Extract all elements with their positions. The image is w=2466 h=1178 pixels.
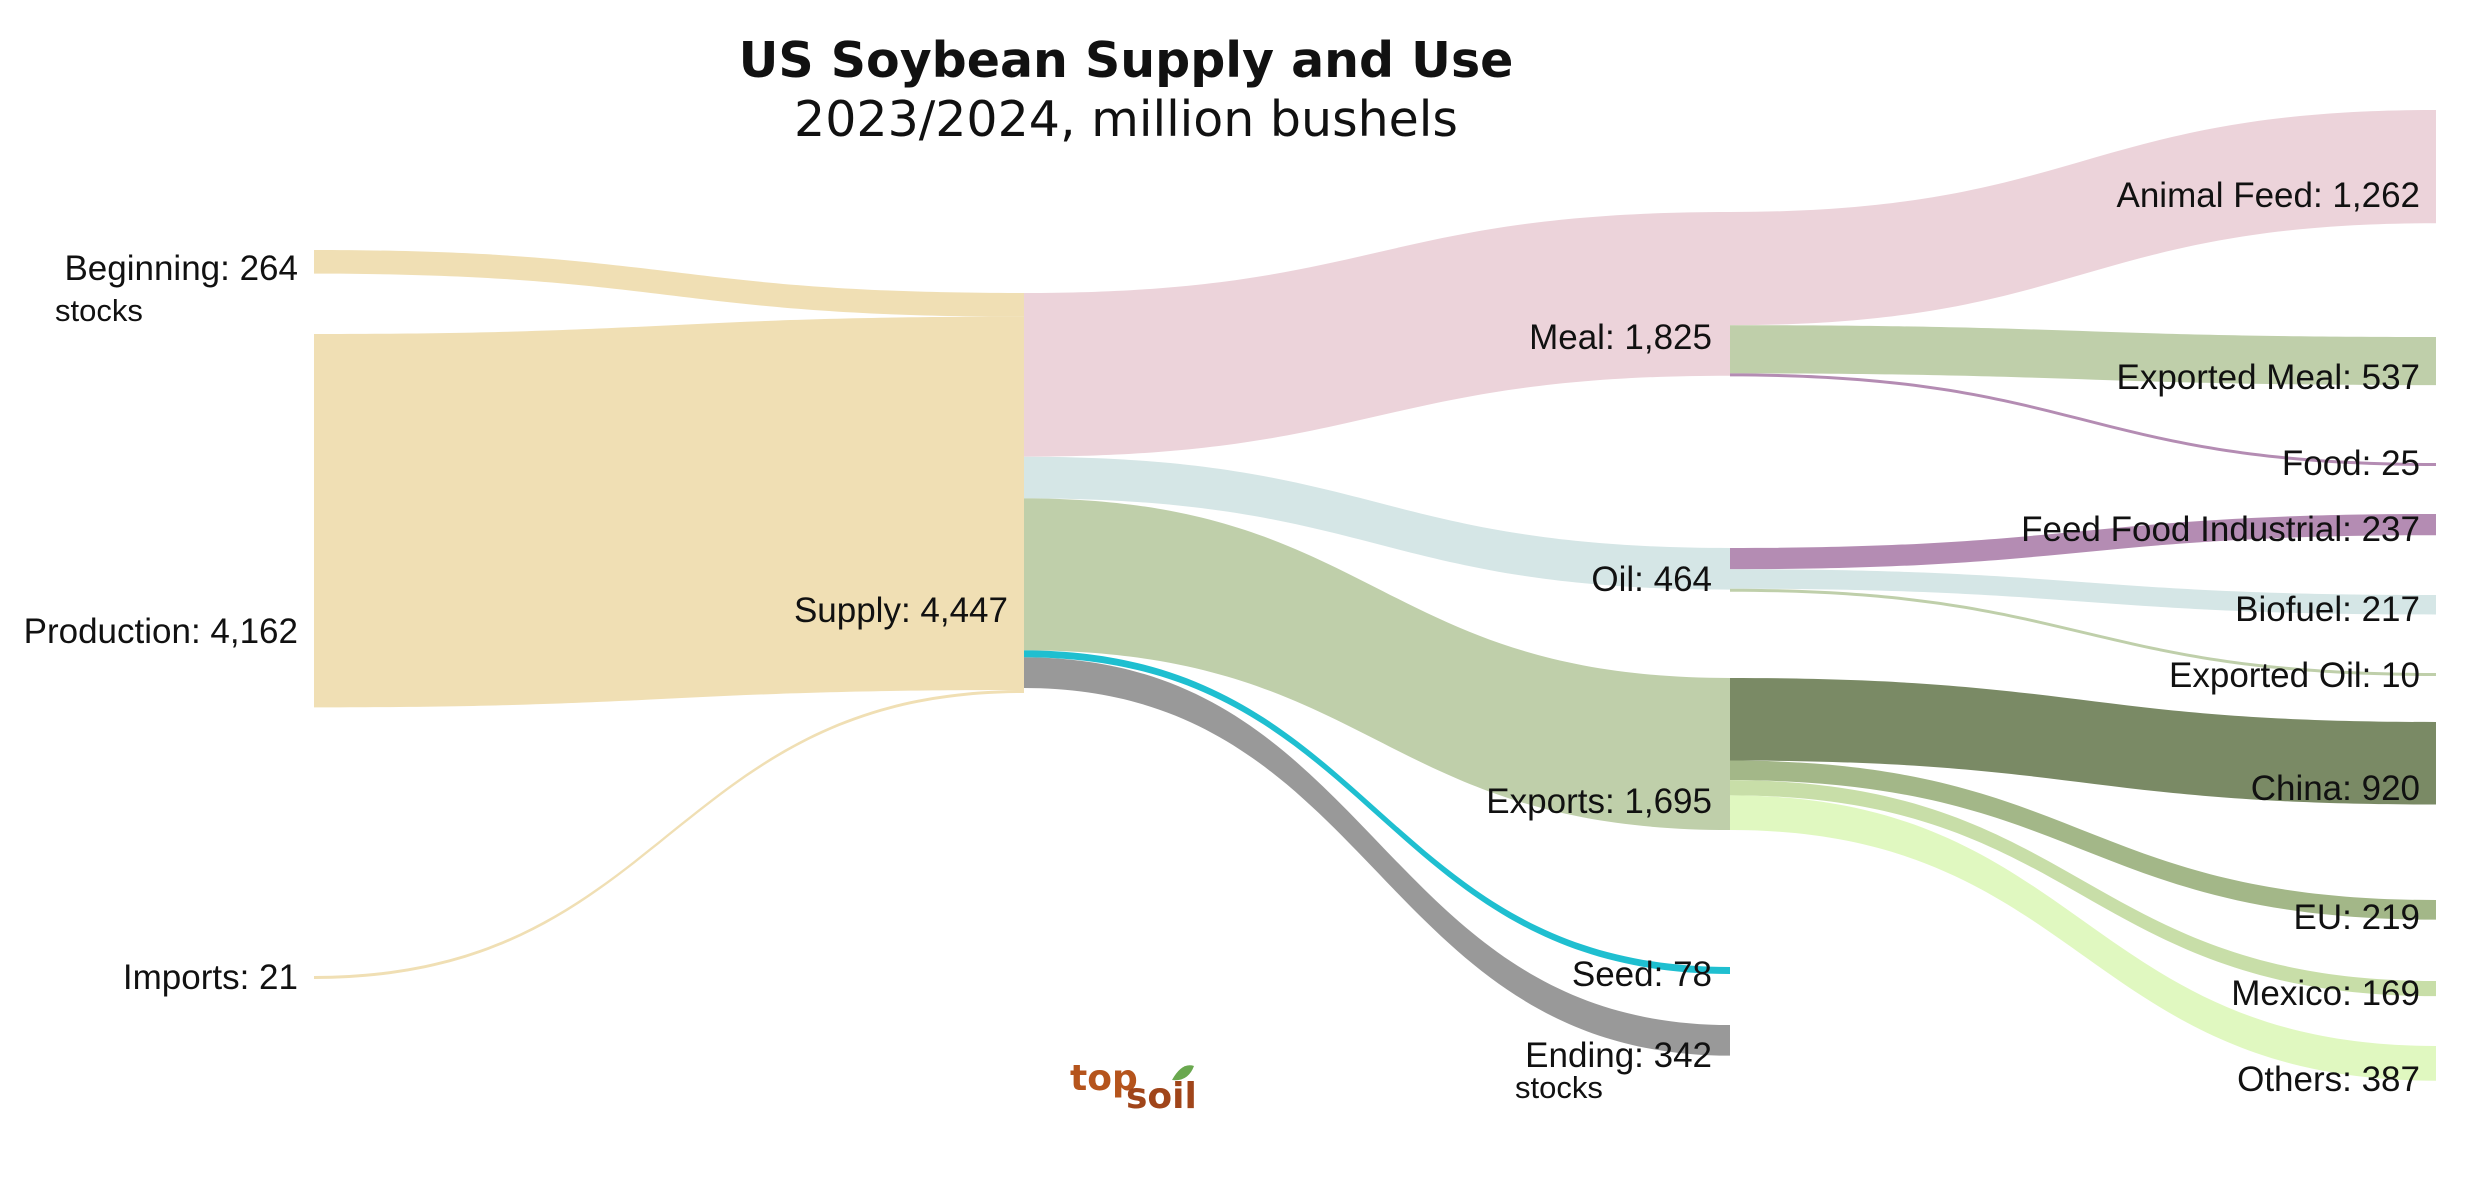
node-label-oil: Oil: 464 bbox=[1591, 560, 1712, 599]
node-label-supply: Supply: 4,447 bbox=[794, 591, 1008, 630]
node-label-mexico: Mexico: 169 bbox=[2231, 974, 2420, 1013]
node-sublabel-ending: stocks bbox=[1515, 1070, 1603, 1105]
link-exports-to-eu bbox=[1730, 760, 2436, 920]
chart-subtitle: 2023/2024, million bushels bbox=[794, 91, 1458, 148]
link-imports-to-supply bbox=[314, 690, 1024, 979]
node-label-china: China: 920 bbox=[2251, 769, 2420, 808]
node-label-seed: Seed: 78 bbox=[1572, 955, 1712, 994]
logo-soil-text: soil bbox=[1126, 1076, 1197, 1117]
link-exports-to-others bbox=[1730, 795, 2436, 1081]
node-label-ending: Ending: 342 bbox=[1525, 1036, 1712, 1075]
link-supply-to-seed bbox=[1024, 650, 1730, 974]
logo-top-text: top bbox=[1070, 1058, 1138, 1099]
link-exports-to-mexico bbox=[1730, 780, 2436, 997]
node-label-others: Others: 387 bbox=[2237, 1060, 2420, 1099]
link-production-to-supply bbox=[314, 316, 1024, 708]
link-supply-to-ending bbox=[1024, 657, 1730, 1056]
link-meal-to-animal_feed bbox=[1730, 110, 2436, 326]
link-oil-to-biofuel bbox=[1730, 569, 2436, 615]
link-meal-to-exported_meal bbox=[1730, 325, 2436, 386]
node-label-exported-meal: Exported Meal: 537 bbox=[2116, 358, 2420, 397]
node-label-imports: Imports: 21 bbox=[123, 958, 298, 997]
link-beginning-to-supply bbox=[314, 250, 1024, 317]
node-label-exports: Exports: 1,695 bbox=[1486, 782, 1712, 821]
node-label-food: Food: 25 bbox=[2282, 444, 2420, 483]
link-meal-to-food bbox=[1730, 373, 2436, 466]
topsoil-logo: top soil bbox=[1070, 1058, 1197, 1117]
node-label-ffi: Feed Food Industrial: 237 bbox=[2021, 510, 2420, 549]
node-label-beginning: Beginning: 264 bbox=[64, 249, 298, 288]
link-supply-to-exports bbox=[1024, 498, 1730, 831]
link-oil-to-exported_oil bbox=[1730, 588, 2436, 676]
link-exports-to-china bbox=[1730, 678, 2436, 805]
node-sublabel-beginning: stocks bbox=[55, 293, 143, 328]
leaf-icon bbox=[1172, 1065, 1194, 1081]
link-supply-to-oil bbox=[1024, 456, 1730, 590]
node-label-exported-oil: Exported Oil: 10 bbox=[2169, 656, 2420, 695]
node-label-eu: EU: 219 bbox=[2294, 898, 2420, 937]
node-label-meal: Meal: 1,825 bbox=[1529, 318, 1712, 357]
links-layer bbox=[314, 110, 2436, 1081]
link-oil-to-ffi bbox=[1730, 514, 2436, 570]
node-label-production: Production: 4,162 bbox=[24, 612, 298, 651]
node-label-animal-feed: Animal Feed: 1,262 bbox=[2116, 176, 2420, 215]
labels-layer: Beginning: 264 stocks Production: 4,162 Imp… bbox=[24, 176, 2420, 1105]
link-supply-to-meal bbox=[1024, 212, 1730, 457]
node-label-biofuel: Biofuel: 217 bbox=[2235, 590, 2420, 629]
chart-title: US Soybean Supply and Use bbox=[739, 32, 1514, 89]
